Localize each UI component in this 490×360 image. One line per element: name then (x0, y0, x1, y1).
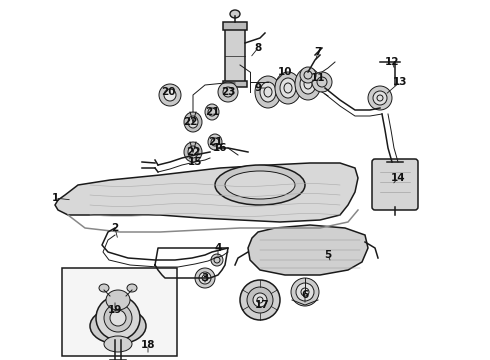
Ellipse shape (184, 142, 202, 162)
Text: 20: 20 (161, 87, 175, 97)
Ellipse shape (296, 283, 314, 301)
Bar (223, 81, 247, 87)
Ellipse shape (106, 290, 130, 310)
Text: 4: 4 (214, 243, 221, 253)
Ellipse shape (104, 304, 132, 332)
Ellipse shape (373, 91, 387, 105)
Ellipse shape (199, 272, 211, 284)
Text: 23: 23 (221, 87, 235, 97)
Ellipse shape (300, 74, 316, 94)
Ellipse shape (230, 10, 240, 18)
Ellipse shape (211, 254, 223, 266)
Text: 11: 11 (311, 73, 325, 83)
Text: 10: 10 (278, 67, 292, 77)
Text: 17: 17 (255, 300, 270, 310)
Ellipse shape (90, 308, 146, 344)
Bar (223, 22, 247, 30)
Ellipse shape (218, 82, 238, 102)
Text: 14: 14 (391, 173, 405, 183)
Polygon shape (248, 225, 368, 275)
Ellipse shape (291, 278, 319, 306)
Ellipse shape (312, 72, 332, 92)
Ellipse shape (127, 284, 137, 292)
Polygon shape (55, 163, 358, 222)
Ellipse shape (280, 78, 296, 98)
Ellipse shape (300, 67, 316, 83)
Ellipse shape (253, 293, 267, 307)
Ellipse shape (110, 310, 126, 326)
Text: 15: 15 (188, 157, 202, 167)
Text: 21: 21 (205, 107, 219, 117)
Text: 19: 19 (108, 305, 122, 315)
Ellipse shape (195, 268, 215, 288)
Ellipse shape (104, 336, 132, 352)
Text: 21: 21 (208, 137, 222, 147)
Text: 6: 6 (301, 290, 309, 300)
Ellipse shape (188, 116, 198, 128)
Text: 2: 2 (111, 223, 119, 233)
Text: 1: 1 (51, 193, 59, 203)
Text: 12: 12 (385, 57, 399, 67)
Ellipse shape (188, 146, 198, 158)
Ellipse shape (208, 134, 222, 150)
Text: 7: 7 (314, 47, 322, 57)
Text: 3: 3 (201, 273, 209, 283)
Ellipse shape (260, 82, 276, 102)
Ellipse shape (368, 86, 392, 110)
Ellipse shape (159, 84, 181, 106)
Text: 22: 22 (183, 117, 197, 127)
Bar (225, 28, 245, 83)
Ellipse shape (295, 68, 321, 100)
Text: 8: 8 (254, 43, 262, 53)
Text: 5: 5 (324, 250, 332, 260)
Ellipse shape (275, 72, 301, 104)
Ellipse shape (240, 280, 280, 320)
Ellipse shape (215, 165, 305, 205)
Ellipse shape (205, 104, 219, 120)
FancyBboxPatch shape (372, 159, 418, 210)
Ellipse shape (225, 171, 295, 199)
Text: 9: 9 (254, 83, 262, 93)
Ellipse shape (184, 112, 202, 132)
Ellipse shape (99, 284, 109, 292)
Text: 18: 18 (141, 340, 155, 350)
Ellipse shape (255, 76, 281, 108)
Bar (62, 268, 177, 356)
Text: 16: 16 (213, 143, 227, 153)
Text: 22: 22 (186, 147, 200, 157)
Ellipse shape (96, 296, 140, 340)
Text: 13: 13 (393, 77, 407, 87)
Ellipse shape (247, 287, 273, 313)
Ellipse shape (164, 89, 176, 101)
